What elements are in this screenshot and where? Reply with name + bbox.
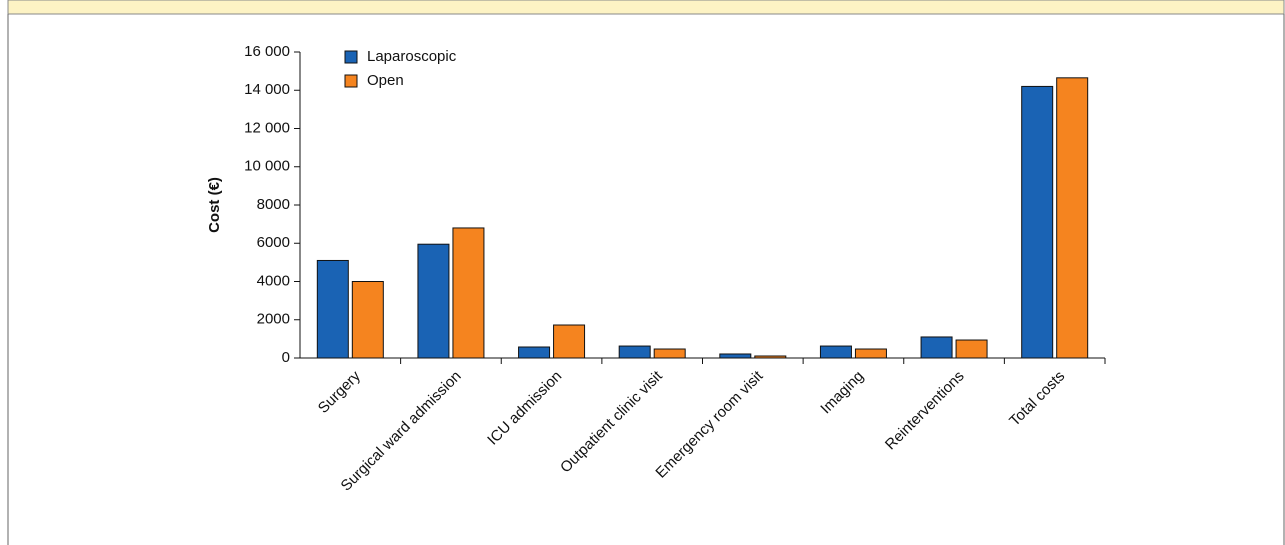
x-tick-label: Emergency room visit [652,367,767,482]
bar [819,345,852,359]
bar [955,339,988,359]
x-tick-label: Outpatient clinic visit [557,367,666,476]
y-tick-label: 0 [282,349,290,366]
bar [618,345,651,359]
y-tick-label: 2000 [257,311,290,328]
legend-swatch [344,74,358,88]
bar [518,346,551,359]
bar [719,353,752,359]
x-tick-label: Imaging [817,368,867,418]
y-tick-label: 6000 [257,234,290,251]
bar [1056,77,1089,359]
y-tick-label: 16 000 [244,43,290,60]
bar [452,227,485,359]
bar [1021,85,1054,359]
bar [854,348,887,359]
bar [417,243,450,359]
x-tick-label: Reinterventions [882,368,968,454]
y-axis-label: Cost (€) [206,177,223,233]
bar [754,355,787,359]
legend-swatch [344,50,358,64]
header-bar [7,0,1285,15]
y-tick-label: 8000 [257,196,290,213]
x-tick-label: Surgery [315,367,365,417]
y-tick-label: 10 000 [244,158,290,175]
y-tick-label: 12 000 [244,119,290,136]
y-tick-label: 4000 [257,272,290,289]
legend-label: Open [367,72,404,89]
bar [316,259,349,359]
bar [553,324,586,359]
bar [351,281,384,359]
y-tick-label: 14 000 [244,81,290,98]
bar [653,348,686,359]
x-tick-label: Total costs [1006,368,1068,430]
x-tick-label: ICU admission [484,368,565,449]
legend-label: Laparoscopic [367,48,457,65]
bar [920,336,953,359]
